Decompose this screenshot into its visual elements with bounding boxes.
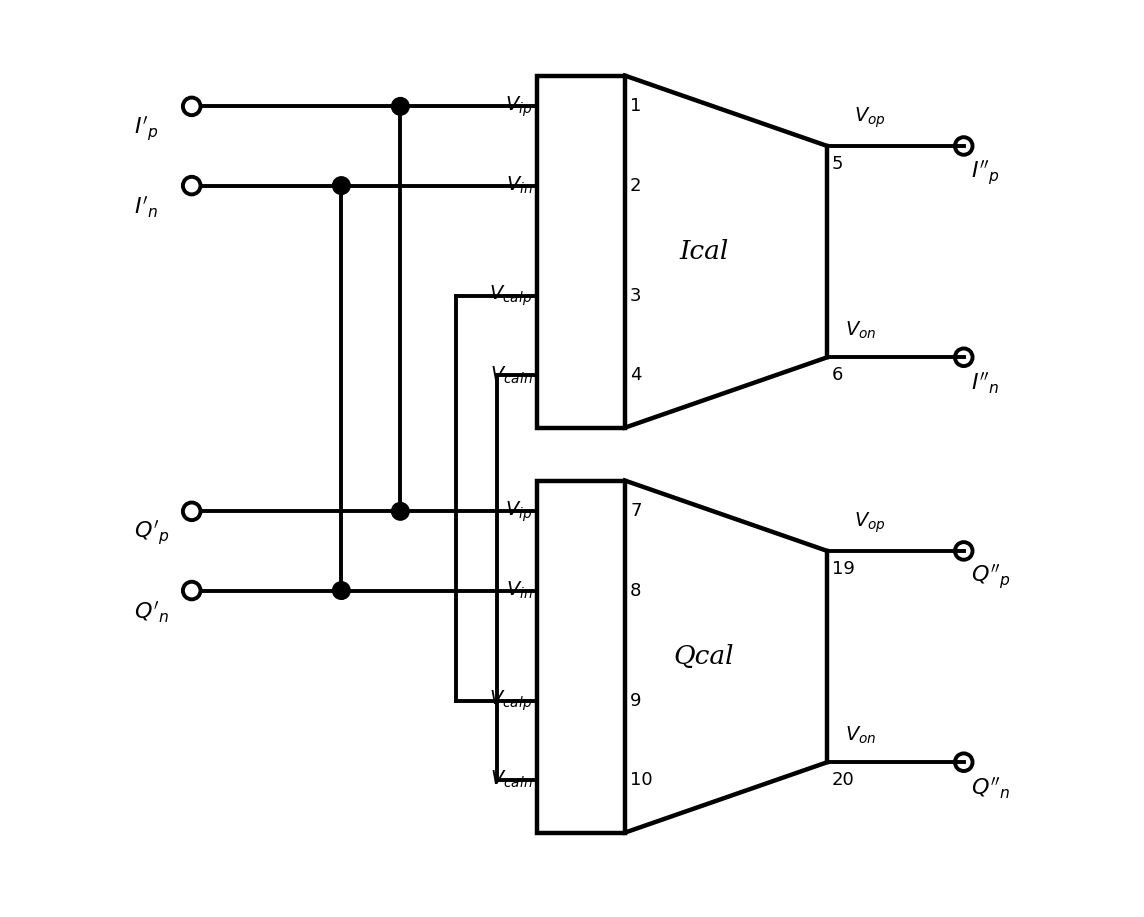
Text: 10: 10 <box>630 771 653 789</box>
Circle shape <box>333 581 350 600</box>
Bar <box>537 481 625 833</box>
Text: $I''_p$: $I''_p$ <box>971 159 1000 186</box>
Text: 4: 4 <box>630 366 642 384</box>
Text: $V_{op}$: $V_{op}$ <box>853 511 885 536</box>
Text: 5: 5 <box>832 155 843 172</box>
Bar <box>537 75 625 427</box>
Text: $I'_p$: $I'_p$ <box>134 115 158 142</box>
Text: $Q'_p$: $Q'_p$ <box>134 519 169 547</box>
Circle shape <box>391 503 410 520</box>
Text: $V_{caln}$: $V_{caln}$ <box>490 364 532 385</box>
Text: $I''_n$: $I''_n$ <box>971 371 999 396</box>
Text: $V_{in}$: $V_{in}$ <box>506 580 532 602</box>
Text: $V_{on}$: $V_{on}$ <box>845 320 876 341</box>
Text: Ical: Ical <box>680 239 729 264</box>
Circle shape <box>333 177 350 194</box>
Text: 2: 2 <box>630 177 642 194</box>
Text: 1: 1 <box>630 97 642 116</box>
Text: $V_{on}$: $V_{on}$ <box>845 725 876 746</box>
Text: 7: 7 <box>630 503 642 520</box>
Text: Qcal: Qcal <box>674 644 734 669</box>
Text: $Q''_p$: $Q''_p$ <box>971 563 1010 591</box>
Text: $V_{calp}$: $V_{calp}$ <box>490 689 532 713</box>
Text: 8: 8 <box>630 581 642 600</box>
Text: $V_{op}$: $V_{op}$ <box>853 105 885 130</box>
Text: $I'_n$: $I'_n$ <box>134 195 158 220</box>
Text: $V_{ip}$: $V_{ip}$ <box>506 499 532 524</box>
Text: $V_{ip}$: $V_{ip}$ <box>506 94 532 118</box>
Text: 19: 19 <box>832 559 855 578</box>
Text: 9: 9 <box>630 691 642 710</box>
Text: $V_{calp}$: $V_{calp}$ <box>490 283 532 308</box>
Text: 6: 6 <box>832 366 843 384</box>
Text: 20: 20 <box>832 771 855 789</box>
Text: $Q'_n$: $Q'_n$ <box>134 600 168 625</box>
Text: 3: 3 <box>630 287 642 304</box>
Circle shape <box>391 97 410 116</box>
Text: $V_{caln}$: $V_{caln}$ <box>490 769 532 790</box>
Text: $V_{in}$: $V_{in}$ <box>506 175 532 196</box>
Text: $Q''_n$: $Q''_n$ <box>971 776 1010 801</box>
